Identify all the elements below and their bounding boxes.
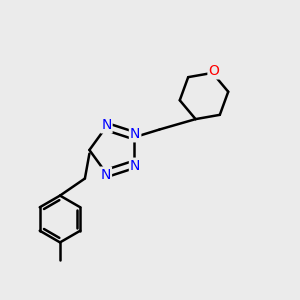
Text: N: N	[130, 127, 140, 141]
Text: N: N	[130, 159, 140, 173]
Text: O: O	[208, 64, 219, 78]
Text: N: N	[100, 168, 111, 182]
Text: N: N	[101, 118, 112, 132]
